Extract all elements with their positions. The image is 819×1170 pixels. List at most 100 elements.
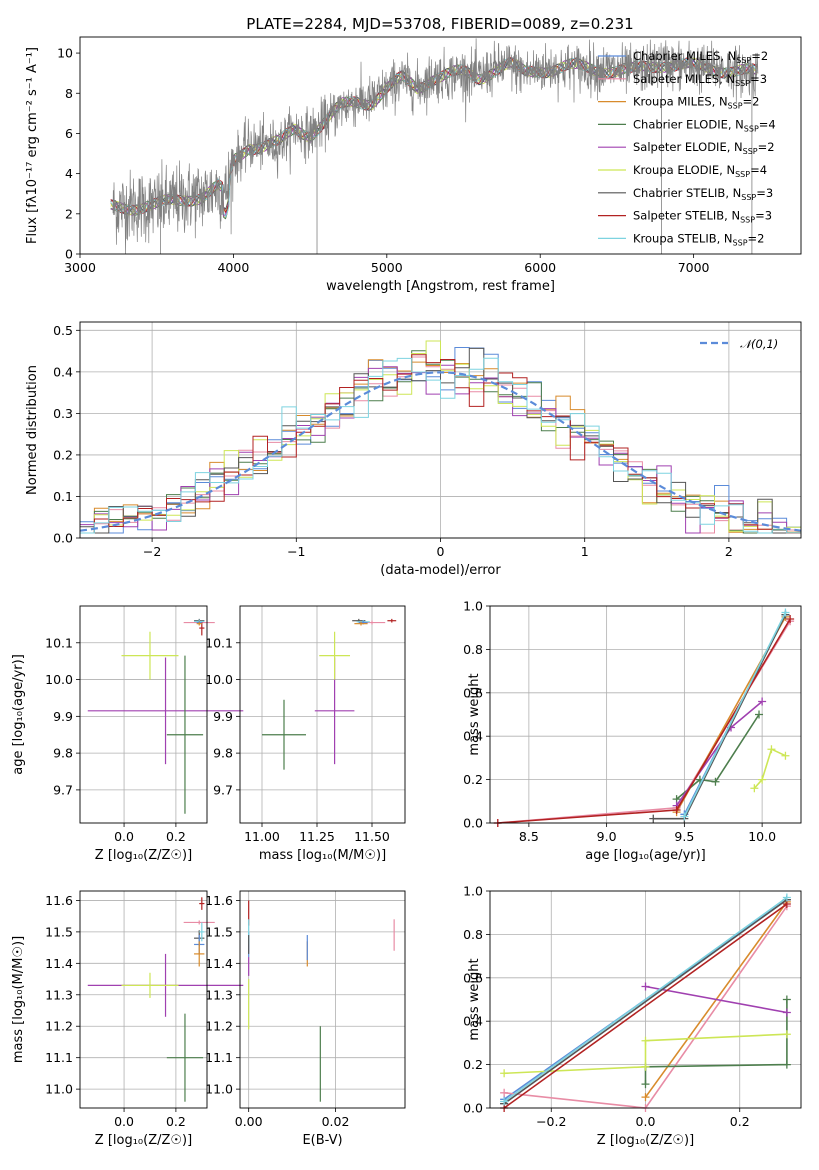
weight-marker — [782, 1060, 791, 1069]
y-tick-label: 6 — [65, 126, 73, 141]
y-axis-label: Normed distribution — [25, 365, 40, 495]
y-tick-label: 0.8 — [463, 642, 483, 657]
y-tick-label: 9.9 — [53, 709, 73, 724]
x-axis-label: mass [log₁₀(M/M☉)] — [259, 848, 386, 863]
axes-age-vs-Z: 0.0 0.2 9.7 9.8 9.9 10.0 10.1 — [45, 606, 207, 844]
x-axis-label: (data-model)/error — [380, 563, 501, 578]
y-tick-label: 0.4 — [463, 729, 483, 744]
y-tick-label: 0.4 — [53, 364, 73, 379]
weight-marker — [680, 812, 689, 821]
axes-spectrum: 3000 4000 5000 6000 7000 0 2 4 6 8 10 — [57, 46, 709, 275]
y-tick-label: 9.9 — [213, 709, 233, 724]
axes-frame — [489, 605, 802, 824]
x-tick-label: 0.00 — [235, 1114, 263, 1129]
x-tick-label: 7000 — [678, 260, 710, 275]
y-tick-label: 0.6 — [463, 685, 483, 700]
y-tick-label: 11.1 — [205, 1050, 233, 1065]
weight-line — [753, 748, 786, 789]
y-tick-label: 11.4 — [205, 956, 233, 971]
weight-marker — [750, 784, 759, 793]
y-tick-label: 10.1 — [45, 635, 73, 650]
weight-marker — [641, 982, 650, 991]
weight-marker — [500, 1088, 509, 1097]
y-tick-label: 10 — [57, 46, 73, 61]
y-tick-label: 0.1 — [53, 489, 73, 504]
weight-marker — [782, 995, 791, 1004]
y-tick-label: 11.5 — [45, 924, 73, 939]
weight-marker — [767, 745, 776, 754]
weight-marker — [782, 1008, 791, 1017]
axes-mass-vs-Z: 0.0 0.2 11.0 11.1 11.2 11.3 11.4 11.5 11.6 — [45, 891, 207, 1129]
mass-vs-EBV-points — [248, 900, 395, 1102]
y-tick-label: 0 — [65, 247, 73, 262]
y-tick-label: 11.5 — [205, 924, 233, 939]
y-tick-label: 11.0 — [205, 1082, 233, 1097]
y-tick-label: 0.5 — [53, 323, 73, 338]
y-tick-label: 0.2 — [463, 1057, 483, 1072]
y-tick-label: 11.6 — [205, 893, 233, 908]
y-tick-label: 9.7 — [53, 782, 73, 797]
y-tick-label: 10.0 — [205, 672, 233, 687]
legend-label: Kroupa MILES, NSSP=2 — [633, 95, 759, 111]
legend-label: Salpeter STELIB, NSSP=3 — [633, 209, 772, 225]
normal-curve — [80, 371, 801, 532]
axes-frame — [489, 890, 802, 1109]
x-tick-label: −0.2 — [536, 1114, 566, 1129]
y-tick-label: 10.0 — [45, 672, 73, 687]
weight-marker — [500, 1069, 509, 1078]
weight-marker — [641, 1080, 650, 1089]
y-axis-label: mass [log₁₀(M/M☉)] — [11, 936, 26, 1063]
weight-marker — [641, 1036, 650, 1045]
weight-vs-Z-lines — [500, 893, 791, 1112]
weight-vs-age-lines — [493, 608, 795, 827]
weight-marker — [641, 1062, 650, 1071]
legend-label: Chabrier ELODIE, NSSP=4 — [633, 117, 776, 133]
mass-vs-Z-points — [87, 897, 244, 1102]
weight-line — [645, 985, 788, 1014]
histogram-step — [80, 354, 801, 534]
axes-frame — [79, 321, 802, 539]
weight-line — [503, 896, 788, 1103]
x-tick-label: 0.2 — [730, 1114, 750, 1129]
x-tick-label: 11.00 — [244, 829, 280, 844]
x-tick-label: −2 — [143, 544, 161, 559]
weight-line — [683, 612, 787, 817]
x-axis-label: age [log₁₀(age/yr)] — [585, 848, 706, 863]
y-tick-label: 11.3 — [45, 987, 73, 1002]
legend-label: 𝒩(0,1) — [740, 337, 778, 351]
weight-line — [504, 1033, 787, 1075]
spectrum-plot — [110, 38, 759, 254]
axes-frame — [79, 605, 208, 824]
y-tick-label: 0.0 — [53, 531, 73, 546]
y-tick-label: 11.4 — [45, 956, 73, 971]
y-tick-label: 9.7 — [213, 782, 233, 797]
axes-weight-vs-age: 8.5 9.0 9.5 10.0 0.0 0.2 0.4 0.6 0.8 1.0 — [463, 599, 801, 844]
legend-label: Kroupa ELODIE, NSSP=4 — [633, 163, 767, 179]
x-tick-label: 5000 — [371, 260, 403, 275]
residuals-plot — [80, 340, 801, 534]
legend-label: Chabrier MILES, NSSP=2 — [633, 49, 768, 65]
x-tick-label: 0.0 — [114, 1114, 134, 1129]
axes-frame — [239, 605, 406, 824]
legend-label: Kroupa STELIB, NSSP=2 — [633, 231, 764, 247]
y-tick-label: 0.0 — [463, 816, 483, 831]
axes-frame — [79, 890, 208, 1109]
weight-marker — [782, 1030, 791, 1039]
data-curve — [112, 38, 759, 254]
x-axis-label: Z [log₁₀(Z/Z☉)] — [597, 1133, 694, 1148]
y-tick-label: 1.0 — [463, 599, 483, 614]
weight-marker — [781, 608, 790, 617]
x-tick-label: 6000 — [524, 260, 556, 275]
x-tick-label: 9.0 — [597, 829, 617, 844]
legend-label: Salpeter ELODIE, NSSP=2 — [633, 140, 775, 156]
y-tick-label: 9.8 — [53, 746, 73, 761]
weight-marker — [786, 615, 795, 624]
weight-marker — [781, 751, 790, 760]
weight-marker — [711, 777, 720, 786]
weight-line — [503, 899, 788, 1105]
y-tick-label: 8 — [65, 86, 73, 101]
age-vs-Z-points — [87, 618, 244, 814]
x-tick-label: 2 — [725, 544, 733, 559]
y-tick-label: 11.2 — [205, 1019, 233, 1034]
